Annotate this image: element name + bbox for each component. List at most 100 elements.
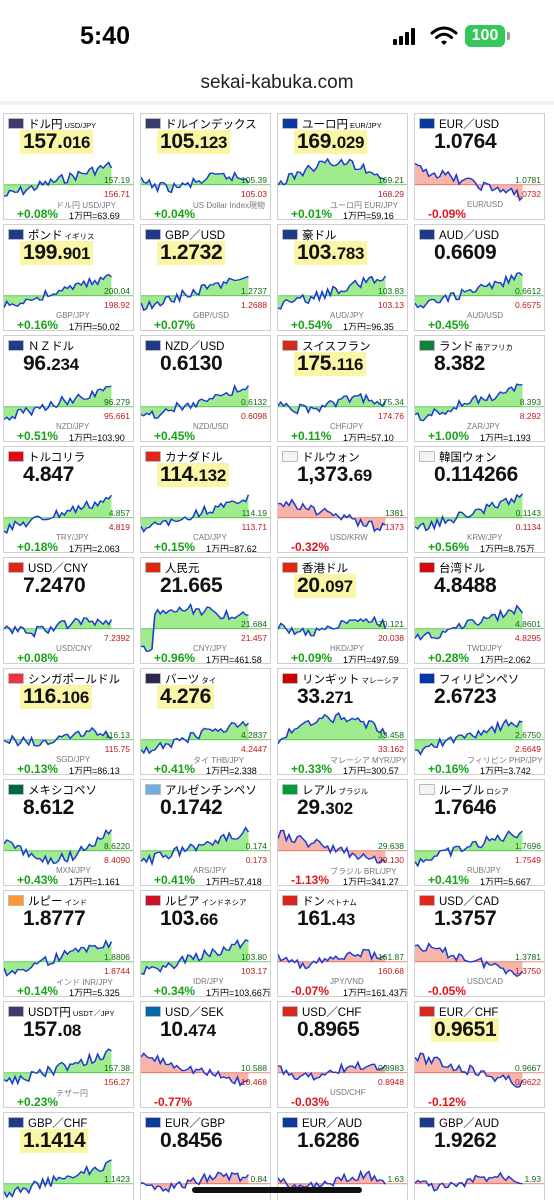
home-indicator[interactable] (192, 1187, 362, 1193)
mini-chart (141, 1052, 270, 1087)
currency-tile[interactable]: EUR／USD 1.0764 1.0781 1.0732 EUR/USD -0.09% (414, 113, 545, 220)
currency-tile[interactable]: ドル円 USD/JPY 157.016 157.19 156.71 ドル円 USD/JPY… (3, 113, 134, 220)
price-decimals: 271 (325, 688, 353, 707)
chart-area (141, 494, 249, 532)
currency-tile[interactable]: スイスフラン 175.116 175.34 174.76 CHF/JPY +0.11% 1万… (277, 335, 408, 442)
mini-chart (141, 938, 270, 976)
tile-name: GBP／AUD (439, 1115, 499, 1131)
chart-label: KRW/JPY (467, 533, 503, 542)
currency-tile[interactable]: フィリピンペソ 2.6723 2.6750 2.6649 フィリピン PHP/JPY +0… (414, 668, 545, 775)
currency-tile[interactable]: USD／CAD 1.3757 1.3781 1.3750 USD/CAD -0.05% (414, 890, 545, 997)
tile-name-text: USD／CHF (302, 1007, 362, 1019)
currency-tile[interactable]: GBP／USD 1.2732 1.2737 1.2688 GBP/USD +0.07% (140, 224, 271, 331)
currency-tile[interactable]: 香港ドル 20.097 20.121 20.038 HKD/JPY +0.09% 1万円=4… (277, 557, 408, 664)
currency-tile[interactable]: EUR／GBP 0.8456 0.84 (140, 1112, 271, 1200)
per-10000-yen: 1万円=2,338 (206, 766, 257, 775)
price-value: 8.382 (434, 352, 485, 376)
currency-tile[interactable]: 韓国ウォン 0.114266 0.1143 0.1134 KRW/JPY +0.56% 1万… (414, 446, 545, 553)
tw-flag-icon (419, 562, 435, 573)
price-value: 20.097 (294, 574, 356, 598)
mini-chart (4, 1048, 133, 1086)
mini-chart (141, 1171, 270, 1193)
high-value: 1.63 (387, 1174, 404, 1184)
currency-tile[interactable]: GBP／CHF 1.1414 1.1423 (3, 1112, 134, 1200)
mini-chart (4, 939, 133, 977)
currency-tile[interactable]: USD／CNY 7.2470 7.2392 USD/CNY +0.08% (3, 557, 134, 664)
currency-tile[interactable]: ルーブル ロシア 1.7646 1.7696 1.7549 RUB/JPY +0.41% 1万… (414, 779, 545, 886)
currency-tile[interactable]: EUR／CHF 0.9651 0.9667 0.9622 -0.12% (414, 1001, 545, 1108)
currency-tile[interactable]: レアル ブラジル 29.302 29.638 29.130 ブラジル BRL/JPY -1.… (277, 779, 408, 886)
chart-area (4, 727, 112, 746)
currency-tile[interactable]: 人民元 21.665 21.684 21.457 CNY/JPY +0.96% 1万円=46… (140, 557, 271, 664)
currency-tile[interactable]: シンガポールドル 116.106 116.13 115.75 SGD/JPY +0.13%… (3, 668, 134, 775)
change-percent: +0.08% (17, 207, 59, 220)
high-value: 1.8806 (104, 952, 130, 962)
currency-tile[interactable]: バーツ タイ 4.276 4.2837 4.2447 タイ THB/JPY +0.41% 1万… (140, 668, 271, 775)
currency-tile[interactable]: NZD／USD 0.6130 0.6132 0.6098 NZD/USD +0.45% (140, 335, 271, 442)
chart-area (415, 1172, 523, 1191)
price-decimals: 234 (51, 355, 79, 374)
mini-chart (278, 157, 407, 186)
price-line (278, 1060, 387, 1081)
change-percent: +0.34% (154, 984, 196, 997)
price-value: 157.08 (23, 1018, 81, 1042)
high-value: 1.93 (524, 1174, 541, 1184)
currency-tile[interactable]: ランド 南アフリカ 8.382 8.393 8.292 ZAR/JPY +1.00% 1万円=… (414, 335, 545, 442)
address-bar[interactable]: sekai-kabuka.com (200, 72, 354, 93)
currency-tile[interactable]: EUR／AUD 1.6286 1.63 (277, 1112, 408, 1200)
price-value: 157.016 (20, 130, 94, 154)
tile-name: ドル円 USD/JPY (28, 116, 96, 132)
tile-name-text: カナダドル (165, 452, 223, 464)
currency-tile[interactable]: USD／CHF 0.8965 0.8983 0.8948 USD/CHF -0.03% (277, 1001, 408, 1108)
price-line (278, 392, 387, 415)
high-value: 157.38 (104, 1063, 130, 1073)
price-value: 0.1742 (160, 796, 223, 820)
tile-name-text: ユーロ円 (302, 119, 348, 131)
currency-tile[interactable]: GBP／AUD 1.9262 1.93 (414, 1112, 545, 1200)
change-percent: +0.09% (291, 651, 333, 664)
currency-tile[interactable]: USD／SEK 10.474 10.588 10.468 -0.77% (140, 1001, 271, 1108)
change-percent: +0.23% (17, 1095, 59, 1108)
currency-tile[interactable]: ユーロ円 EUR/JPY 169.029 169.21 168.29 ユーロ円 EUR/J… (277, 113, 408, 220)
price-integer: 114. (160, 463, 199, 486)
low-value: 1373 (385, 522, 404, 532)
per-10000-yen: 1万円=86.13 (69, 766, 120, 775)
currency-tile[interactable]: リンギット マレーシア 33.271 33.458 33.162 マレーシア MYR/JP… (277, 668, 408, 775)
au-flag-icon (419, 229, 435, 240)
change-percent: +0.56% (428, 540, 470, 553)
mini-chart (278, 392, 407, 415)
price-line (415, 718, 523, 756)
price-integer: 103. (160, 907, 200, 930)
chart-label: CHF/JPY (330, 422, 364, 431)
mini-chart (141, 720, 270, 755)
currency-tile[interactable]: アルゼンチンペソ 0.1742 0.174 0.173 ARS/JPY +0.41% 1万円… (140, 779, 271, 886)
chart-label: タイ THB/JPY (193, 756, 245, 765)
price-line (415, 604, 524, 641)
per-10000-yen: 1万円=57,418 (206, 877, 262, 886)
chart-area (278, 617, 386, 636)
price-value: 4.276 (157, 685, 215, 709)
currency-tile[interactable]: トルコリラ 4.847 4.857 4.819 TRY/JPY +0.18% 1万円=2,0… (3, 446, 134, 553)
price-integer: 0.114266 (434, 463, 519, 486)
price-integer: 0.8456 (160, 1129, 223, 1152)
currency-tile[interactable]: ドルインデックス 105.123 105.39 105.03 US Dollar Ind… (140, 113, 271, 220)
tile-name: スイスフラン (302, 338, 371, 354)
currency-tile[interactable]: カナダドル 114.132 114.19 113.71 CAD/JPY +0.15% 1万円… (140, 446, 271, 553)
currency-tile[interactable]: ルピー インド 1.8777 1.8806 1.8744 インド INR/JPY +0.14… (3, 890, 134, 997)
currency-tile[interactable]: USDT円 USDT／JPY 157.08 157.38 156.27 テザー円 +0.23… (3, 1001, 134, 1108)
currency-tile[interactable]: ＮＺドル 96.234 96.279 95.661 NZD/JPY +0.51% 1万円=1… (3, 335, 134, 442)
currency-tile[interactable]: ポンド イギリス 199.901 200.04 198.92 GBP/JPY +0.16% 1… (3, 224, 134, 331)
tile-name-text: AUD／USD (439, 230, 500, 242)
price-integer: 1.7646 (434, 796, 497, 819)
price-integer: 0.8965 (297, 1018, 360, 1041)
currency-tile[interactable]: 台湾ドル 4.8488 4.8601 4.8295 TWD/JPY +0.28% 1万円=2… (414, 557, 545, 664)
low-value: 0.173 (245, 855, 267, 865)
currency-tile[interactable]: メキシコペソ 8.612 8.6220 8.4090 MXN/JPY +0.43% 1万円=… (3, 779, 134, 886)
currency-tile[interactable]: ドン ベトナム 161.43 161.87 160.68 JPY/VND -0.07% 1万円… (277, 890, 408, 997)
currency-tile[interactable]: ドルウォン 1,373.69 1381 1373 USD/KRW -0.32% (277, 446, 408, 553)
currency-tile[interactable]: AUD／USD 0.6609 0.6612 0.6575 AUD/USD +0.45% (414, 224, 545, 331)
currency-tile[interactable]: 豪ドル 103.783 103.83 103.13 AUD/JPY +0.54% 1万円=9… (277, 224, 408, 331)
currency-tile[interactable]: ルピア インドネシア 103.66 103.80 103.17 IDR/JPY +0.34%… (140, 890, 271, 997)
per-10000-yen: 1万円=5,667 (480, 877, 531, 886)
chart-area (141, 276, 249, 311)
